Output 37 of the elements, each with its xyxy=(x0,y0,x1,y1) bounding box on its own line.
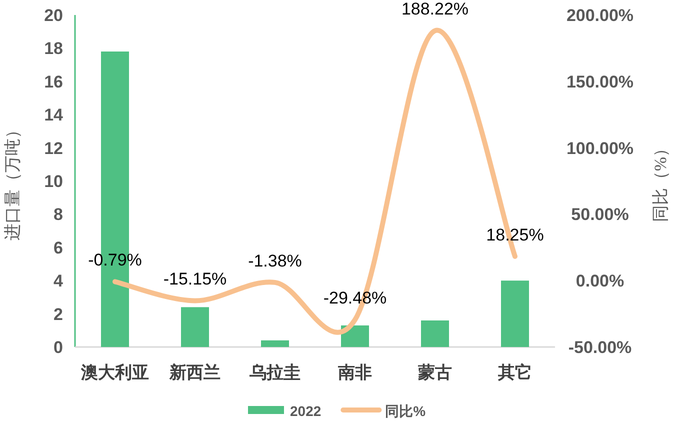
x-tick-label: 新西兰 xyxy=(168,363,220,382)
y-tick-label: 18 xyxy=(44,39,63,58)
x-tick-label: 南非 xyxy=(337,363,372,382)
y-tick-label: 16 xyxy=(44,72,63,92)
y-tick-label: 0 xyxy=(54,338,63,357)
y-tick-label: 4 xyxy=(54,272,64,291)
y2-axis-title: 同比（%） xyxy=(651,140,670,222)
bar xyxy=(341,325,369,347)
y-tick-label: 14 xyxy=(44,106,64,125)
data-label: -29.48% xyxy=(323,288,387,308)
y-tick-label: 8 xyxy=(54,205,63,224)
y2-tick-label: 0.00% xyxy=(576,272,624,291)
y-tick-label: 10 xyxy=(44,172,63,191)
legend-label: 2022 xyxy=(290,403,322,419)
x-tick-label: 澳大利亚 xyxy=(80,363,149,382)
y2-tick-label: 100.00% xyxy=(566,138,634,158)
y-tick-label: 6 xyxy=(54,238,63,258)
y-tick-label: 20 xyxy=(44,6,63,25)
data-label: -15.15% xyxy=(163,270,227,289)
y2-tick-label: 50.00% xyxy=(571,205,629,224)
x-tick-label: 蒙古 xyxy=(417,363,452,382)
y2-tick-label: 200.00% xyxy=(566,6,634,25)
bar xyxy=(421,320,449,347)
bar xyxy=(181,307,209,347)
data-label: 18.25% xyxy=(486,225,544,244)
y2-tick-label: -50.00% xyxy=(568,338,632,357)
y-axis-title: 进口量（万吨） xyxy=(3,122,22,240)
x-tick-label: 乌拉圭 xyxy=(248,363,300,382)
y-tick-label: 12 xyxy=(44,138,63,158)
data-label: 188.22% xyxy=(401,0,469,19)
data-label: -1.38% xyxy=(248,251,302,270)
y2-tick-label: 150.00% xyxy=(566,72,634,92)
bar xyxy=(261,340,289,347)
legend-label: 同比% xyxy=(385,403,426,419)
x-tick-label: 其它 xyxy=(497,363,532,382)
bar xyxy=(501,280,529,347)
y-tick-label: 2 xyxy=(54,304,63,324)
